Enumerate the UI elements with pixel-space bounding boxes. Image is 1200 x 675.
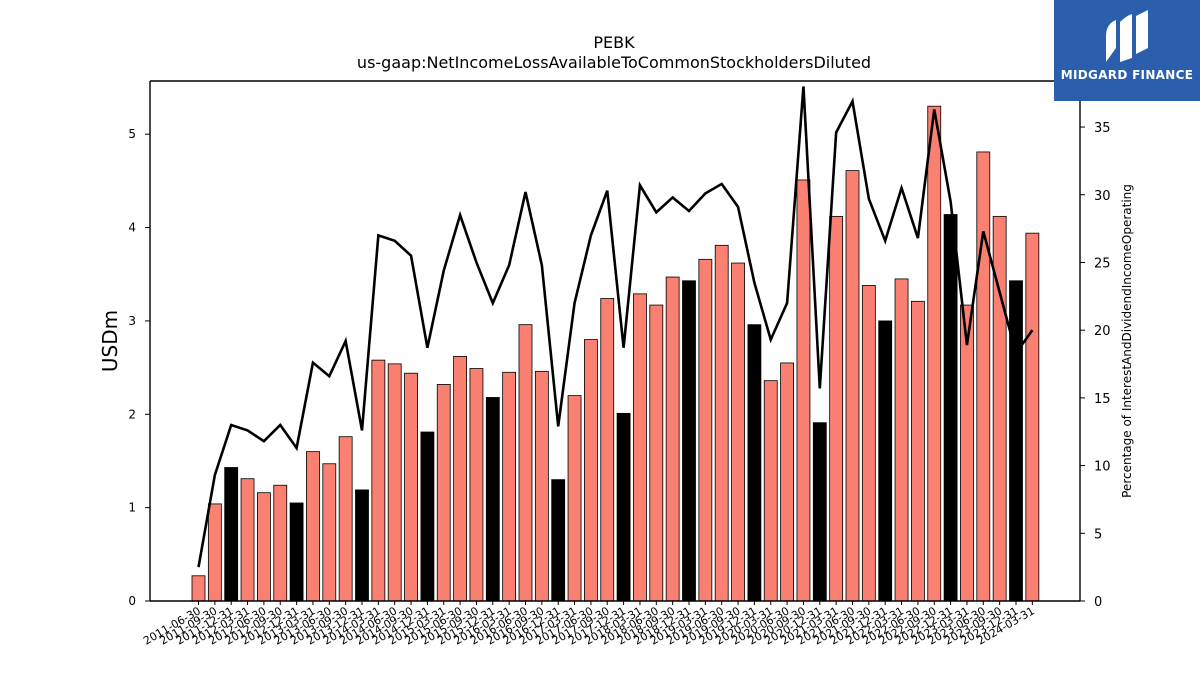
bar-2021-09-30 <box>861 285 876 602</box>
bar-2013-12-31 <box>355 489 369 602</box>
bar-2015-09-30 <box>469 368 484 602</box>
bar-2017-06-30 <box>584 339 598 602</box>
bar-2015-06-30 <box>453 355 468 602</box>
bar-2011-09-30 <box>207 503 222 602</box>
bar-2016-12-31 <box>551 479 566 602</box>
bar-2014-06-30 <box>387 363 402 602</box>
bar-2022-09-30 <box>927 105 942 602</box>
bar-2022-03-31 <box>894 278 909 602</box>
midgard-logo-icon <box>1106 10 1148 62</box>
y2-tick-label: 35 <box>1094 121 1111 136</box>
bar-2017-03-31 <box>567 395 582 602</box>
y-tick-label: 4 <box>128 221 136 235</box>
y2-tick-label: 20 <box>1094 324 1111 339</box>
bar-2014-03-31 <box>371 359 386 602</box>
bar-2021-12-31 <box>878 320 893 602</box>
bar-2015-03-31 <box>436 384 451 602</box>
bar-2014-12-31 <box>420 431 435 602</box>
bar-2016-06-30 <box>518 324 533 602</box>
y-tick-label: 2 <box>128 407 136 421</box>
bar-2013-06-30 <box>322 463 337 602</box>
bar-2018-12-31 <box>682 280 696 602</box>
midgard-finance-logo: MIDGARD FINANCE <box>1054 0 1200 101</box>
y2-tick-label: 15 <box>1094 392 1111 407</box>
bar-2011-06-30 <box>191 575 206 602</box>
bar-2023-06-30 <box>976 151 991 602</box>
bar-2022-06-30 <box>911 300 925 602</box>
chart-title: PEBK <box>593 33 635 52</box>
bar-2016-09-30 <box>534 370 549 602</box>
axes <box>149 80 1081 602</box>
bar-2018-09-30 <box>665 276 680 602</box>
y2-tick-label: 5 <box>1094 527 1102 542</box>
bar-2013-03-31 <box>306 451 320 602</box>
right-axis-ticks: 0 5 10 15 20 25 30 35 <box>1080 121 1111 610</box>
bar-2018-03-31 <box>633 293 647 602</box>
y-axis-label: USDm <box>98 310 122 372</box>
bar-2024-03-31 <box>1025 232 1040 602</box>
y-tick-label: 3 <box>128 314 136 328</box>
bar-2020-03-31 <box>763 380 778 602</box>
bar-2012-12-31 <box>289 502 304 602</box>
bar-2019-03-31 <box>698 258 713 602</box>
bar-2012-09-30 <box>273 484 288 602</box>
line-series <box>197 86 1034 568</box>
bar-2015-12-31 <box>485 397 500 602</box>
bar-2014-09-30 <box>404 372 418 602</box>
bar-2017-09-30 <box>600 298 615 602</box>
bar-2022-12-31 <box>943 214 958 602</box>
bar-2023-12-31 <box>1009 280 1023 602</box>
bar-2013-09-30 <box>338 436 353 602</box>
chart-subtitle: us-gaap:NetIncomeLossAvailableToCommonSt… <box>357 53 871 72</box>
bar-2011-12-31 <box>224 467 239 602</box>
bar-2023-03-31 <box>960 304 974 602</box>
line-path <box>197 86 1034 568</box>
bar-2019-12-31 <box>747 324 762 602</box>
bar-2019-09-30 <box>731 262 745 602</box>
bar-2019-06-30 <box>714 244 729 602</box>
bar-2020-12-31 <box>812 422 827 602</box>
y2-axis-label: Percentage of InterestAndDividendIncomeO… <box>1120 184 1134 498</box>
x-axis-ticks: 2011-06-302011-09-302011-12-312012-03-31… <box>141 601 1037 648</box>
left-axis-ticks: 0 1 2 3 4 5 <box>128 127 150 608</box>
y-tick-label: 5 <box>128 127 136 141</box>
y2-tick-label: 30 <box>1094 189 1111 204</box>
bar-2021-03-31 <box>829 215 844 602</box>
y-tick-label: 0 <box>128 594 136 608</box>
bar-2020-06-30 <box>780 362 794 602</box>
bar-2020-09-30 <box>796 179 811 602</box>
bar-2012-03-31 <box>240 478 255 602</box>
bar-series <box>191 105 1040 602</box>
y-tick-label: 1 <box>128 501 136 515</box>
bar-2021-06-30 <box>845 170 860 602</box>
y2-tick-label: 25 <box>1094 256 1111 271</box>
y2-tick-label: 10 <box>1094 460 1111 475</box>
bar-2012-06-30 <box>256 492 271 602</box>
bar-2018-06-30 <box>649 304 664 602</box>
logo-text: MIDGARD FINANCE <box>1060 68 1194 82</box>
bar-2017-12-31 <box>616 412 631 602</box>
bar-2016-03-31 <box>502 371 517 602</box>
y2-tick-label: 0 <box>1094 595 1102 610</box>
